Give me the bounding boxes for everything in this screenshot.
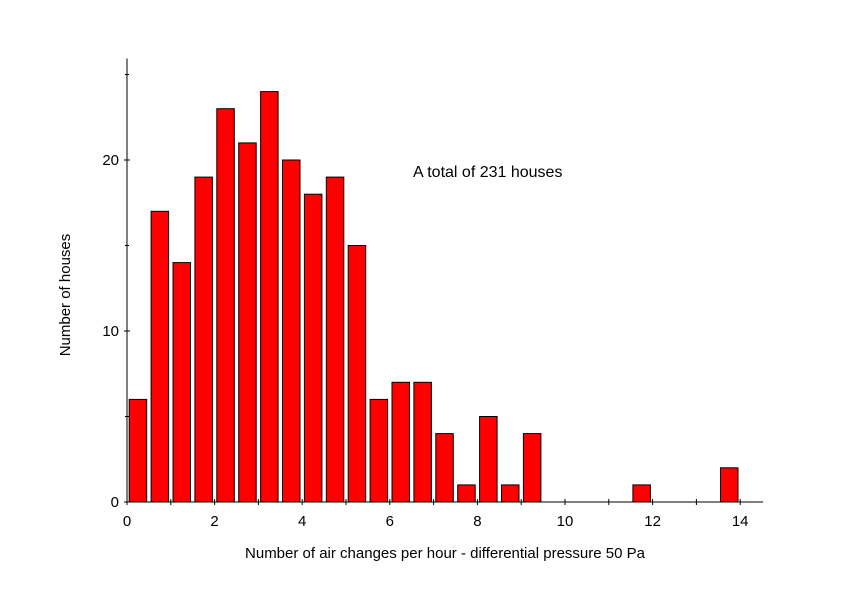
bar-0 [128,398,148,503]
bar-12 [391,381,410,503]
bar-10 [347,245,367,503]
y-axis-title: Number of houses [57,234,74,357]
x-axis-title: Number of air changes per hour - differe… [245,545,646,562]
x-tick-label-12: 12 [644,513,661,530]
ticks-group: 0 2 4 6 8 10 12 14 0 10 20 [102,74,749,530]
bar-5 [238,142,257,503]
bar-2 [172,262,191,503]
y-tick-label-20: 20 [102,152,119,169]
bar-20 [720,467,739,503]
x-tick-label-10: 10 [557,513,574,530]
axes-group [126,58,764,503]
bar-17 [501,484,520,503]
bar-3 [194,176,213,503]
bar-14 [435,433,454,503]
bar-7 [282,159,301,503]
y-tick-label-10: 10 [102,323,119,340]
x-tick-label-2: 2 [210,513,218,530]
bar-4 [216,108,235,503]
bar-18 [522,433,542,503]
x-tick-label-14: 14 [732,513,749,530]
bar-16 [479,416,498,503]
bar-13 [413,381,432,503]
bar-6 [260,91,279,503]
x-tick-label-6: 6 [386,513,394,530]
bar-11 [369,398,389,503]
bar-19 [632,484,651,503]
bars-group [128,91,739,503]
bar-8 [303,193,323,503]
x-tick-label-8: 8 [473,513,481,530]
y-tick-label-0: 0 [111,494,119,511]
annotation-text: A total of 231 houses [413,164,562,181]
bar-1 [150,210,170,503]
x-tick-label-0: 0 [123,513,131,530]
bar-15 [457,484,476,503]
bar-9 [325,176,345,503]
x-tick-label-4: 4 [298,513,306,530]
